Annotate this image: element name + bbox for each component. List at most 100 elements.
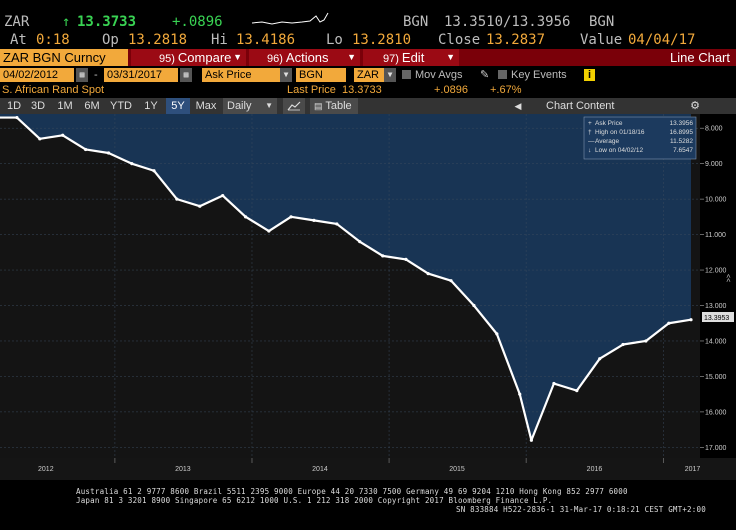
data-point: [529, 438, 533, 442]
chevron-left-icon[interactable]: ◀: [514, 101, 522, 111]
function-title: Line Chart: [670, 50, 730, 65]
compare-label: Compare: [177, 50, 232, 65]
range-6m[interactable]: 6M: [84, 100, 100, 112]
data-point: [198, 204, 202, 208]
data-point: [575, 389, 579, 393]
source-field[interactable]: BGN: [296, 68, 346, 82]
table-icon: ▤: [314, 101, 323, 111]
legend-value: 11.5282: [670, 138, 693, 145]
actions-button[interactable]: 96) Actions ▼: [249, 49, 360, 66]
last-price-label: Last Price: [287, 84, 336, 96]
y-axis-panel: [700, 114, 736, 458]
calendar-icon[interactable]: ▦: [180, 68, 192, 82]
chevron-down-icon[interactable]: ▼: [384, 68, 396, 82]
period-select[interactable]: Daily ▼: [223, 98, 277, 114]
last-price-value: 13.3733: [342, 84, 382, 96]
key-events-label: Key Events: [511, 69, 567, 81]
range-1m[interactable]: 1M: [57, 100, 73, 112]
chevron-down-icon[interactable]: ▼: [280, 68, 292, 82]
end-date-field[interactable]: 03/31/2017: [104, 68, 178, 82]
info-icon[interactable]: i: [584, 69, 595, 81]
data-point: [61, 133, 65, 137]
calendar-icon[interactable]: ▦: [76, 68, 88, 82]
source-label: BGN: [403, 14, 429, 30]
field-select[interactable]: Ask Price: [202, 68, 290, 82]
open-value: 13.2818: [128, 32, 188, 48]
start-date-field[interactable]: 04/02/2012: [0, 68, 74, 82]
chart-content-button[interactable]: Chart Content: [546, 100, 615, 112]
period-label: Daily: [227, 100, 252, 112]
mov-avgs-checkbox[interactable]: [402, 70, 411, 79]
legend-marker-icon: +: [588, 120, 592, 127]
x-tick-label: 2015: [449, 466, 465, 473]
security-name: S. African Rand Spot: [2, 84, 105, 96]
table-button[interactable]: ▤ Table: [310, 98, 358, 114]
close-label: Close: [438, 32, 481, 48]
y-tick-label: 9.000: [705, 161, 723, 168]
range-1y[interactable]: 1Y: [144, 100, 158, 112]
at-label: At: [10, 32, 27, 48]
chevron-down-icon: ▼: [347, 52, 356, 62]
range-ytd[interactable]: YTD: [110, 100, 132, 112]
x-tick-label: 2016: [587, 466, 603, 473]
data-point: [381, 254, 385, 258]
mov-avgs-label: Mov Avgs: [415, 69, 463, 81]
x-tick-label: 2017: [685, 466, 701, 473]
y-tick-label: 14.000: [705, 338, 727, 345]
low-label: Lo: [326, 32, 343, 48]
price-chart[interactable]: 8.000 9.000 10.000 11.000 12.000 13.000 14.000…: [0, 114, 736, 480]
legend-marker-icon: —: [588, 138, 595, 145]
actions-label: Actions: [285, 50, 329, 65]
high-value: 13.4186: [236, 32, 296, 48]
data-point: [621, 342, 625, 347]
y-tick-label: 10.000: [705, 197, 727, 204]
key-events-checkbox[interactable]: [498, 70, 507, 79]
legend-item: ↓ Low on 04/02/12 7.6547: [588, 147, 693, 154]
legend-item: — Average 11.5282: [588, 138, 693, 145]
intraday-sparkline: [251, 12, 329, 25]
area-above-line: [0, 114, 691, 441]
chart-legend[interactable]: + Ask Price 13.3956 † High on 01/18/16 1…: [583, 116, 697, 160]
range-5y[interactable]: 5Y: [166, 98, 190, 114]
range-max[interactable]: Max: [195, 100, 217, 112]
data-point: [644, 339, 648, 343]
edit-button[interactable]: 97) Edit ▼: [363, 49, 459, 66]
source-label-2: BGN: [589, 14, 615, 30]
data-point: [289, 215, 293, 219]
range-1d[interactable]: 1D: [6, 100, 22, 112]
data-point: [552, 381, 556, 386]
security-field[interactable]: ZAR BGN Curncy: [0, 49, 128, 66]
pencil-icon[interactable]: ✎: [480, 69, 490, 81]
last-price: 13.3733: [77, 14, 137, 30]
compare-button[interactable]: 95) Compare ▼: [131, 49, 246, 66]
chevron-down-icon: ▼: [265, 101, 273, 110]
gear-icon[interactable]: ⚙: [690, 100, 700, 112]
x-axis-panel: [0, 458, 736, 480]
footer-contacts-1: Australia 61 2 9777 8600 Brazil 5511 239…: [76, 487, 628, 496]
data-point: [495, 332, 499, 336]
last-value-tag: 13.3953: [702, 312, 734, 322]
data-point: [38, 137, 42, 141]
line-chart-icon[interactable]: [283, 98, 305, 114]
x-tick-label: 2013: [175, 466, 191, 473]
data-point: [106, 151, 111, 155]
data-point: [689, 318, 693, 322]
legend-item: + Ask Price 13.3956: [588, 120, 693, 127]
data-point: [449, 279, 453, 283]
bid-ask: 13.3510/13.3956: [444, 14, 571, 30]
last-value-text: 13.3953: [704, 315, 729, 322]
close-value: 13.2837: [486, 32, 546, 48]
side-marker-label[interactable]: <<: [724, 274, 731, 282]
legend-label: High on 01/18/16: [595, 129, 645, 136]
data-point: [221, 193, 225, 198]
data-point: [358, 240, 362, 244]
y-tick-label: 8.000: [705, 126, 723, 133]
y-tick-label: 17.000: [705, 445, 727, 452]
data-point: [312, 218, 316, 222]
value-date: 04/04/17: [628, 32, 696, 48]
y-tick-label: 13.000: [705, 303, 727, 310]
y-tick-label: 11.000: [705, 232, 726, 239]
table-label: Table: [325, 100, 352, 112]
data-point: [404, 257, 408, 262]
range-3d[interactable]: 3D: [30, 100, 46, 112]
